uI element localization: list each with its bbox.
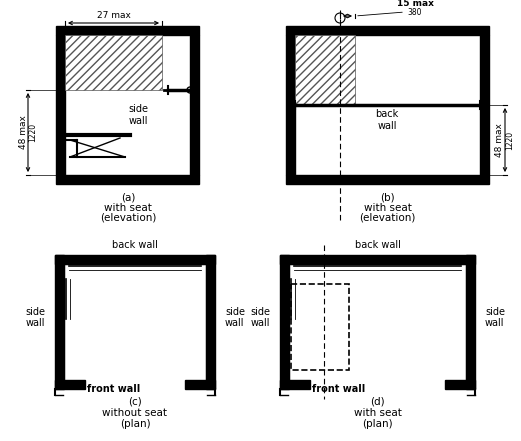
Text: (plan): (plan)	[362, 419, 393, 429]
Polygon shape	[480, 35, 489, 175]
Text: side
wall: side wall	[225, 306, 245, 328]
Text: side
wall: side wall	[250, 306, 270, 328]
Text: back
wall: back wall	[375, 109, 399, 131]
Text: with seat: with seat	[354, 408, 402, 418]
Polygon shape	[55, 255, 215, 264]
Text: side
wall: side wall	[485, 306, 505, 328]
Text: back wall: back wall	[112, 240, 158, 250]
Polygon shape	[280, 380, 310, 389]
Bar	[295, 35, 355, 105]
Text: 1220: 1220	[29, 123, 38, 142]
Text: with seat: with seat	[364, 203, 412, 213]
Text: front wall: front wall	[312, 384, 365, 394]
Text: back wall: back wall	[355, 240, 401, 250]
Text: (b): (b)	[380, 192, 395, 202]
Text: (plan): (plan)	[120, 419, 151, 429]
Text: side
wall: side wall	[25, 306, 45, 328]
Polygon shape	[286, 35, 295, 175]
Text: with seat: with seat	[104, 203, 152, 213]
Text: front wall: front wall	[87, 384, 140, 394]
Text: (c): (c)	[128, 397, 142, 407]
Polygon shape	[56, 35, 65, 175]
Text: without seat: without seat	[103, 408, 167, 418]
Polygon shape	[286, 175, 489, 184]
Polygon shape	[466, 255, 475, 389]
Polygon shape	[55, 380, 85, 389]
Bar	[65, 35, 162, 90]
Polygon shape	[280, 255, 475, 264]
Polygon shape	[206, 255, 215, 389]
Polygon shape	[445, 380, 475, 389]
Text: (elevation): (elevation)	[100, 213, 156, 223]
Polygon shape	[55, 255, 64, 389]
Text: 380: 380	[408, 8, 422, 17]
Text: (elevation): (elevation)	[359, 213, 416, 223]
Text: side
wall: side wall	[128, 104, 148, 126]
Text: (a): (a)	[121, 192, 135, 202]
Text: 1220: 1220	[505, 131, 515, 149]
Text: 48 max: 48 max	[495, 123, 504, 157]
Text: 685: 685	[106, 26, 121, 35]
Text: 15 max: 15 max	[396, 0, 433, 8]
Polygon shape	[56, 26, 199, 35]
Text: 27 max: 27 max	[96, 11, 130, 20]
Polygon shape	[286, 26, 489, 35]
Text: (d): (d)	[370, 397, 385, 407]
Polygon shape	[280, 255, 289, 389]
Polygon shape	[190, 35, 199, 175]
Polygon shape	[56, 175, 199, 184]
Polygon shape	[185, 380, 215, 389]
Text: 48 max: 48 max	[19, 116, 28, 149]
